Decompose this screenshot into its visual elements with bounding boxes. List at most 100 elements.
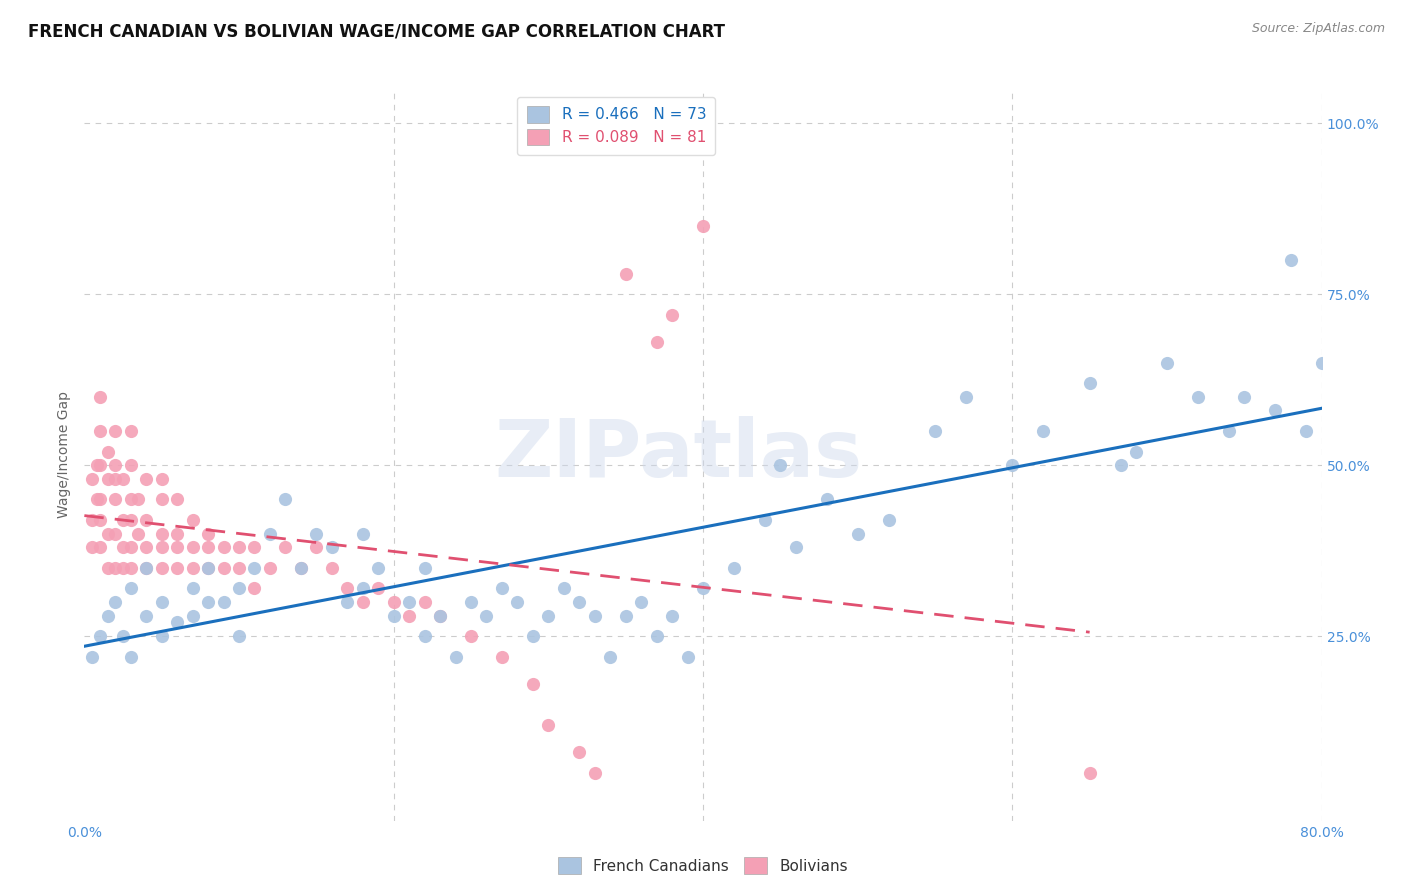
Point xyxy=(1310,356,1333,370)
Point xyxy=(460,629,482,643)
Point xyxy=(197,540,219,554)
Point xyxy=(290,560,312,574)
Point xyxy=(212,560,235,574)
Point xyxy=(89,424,111,438)
Point xyxy=(1032,424,1054,438)
Point xyxy=(475,608,498,623)
Point xyxy=(614,608,637,623)
Point xyxy=(661,608,683,623)
Point xyxy=(382,595,405,609)
Text: FRENCH CANADIAN VS BOLIVIAN WAGE/INCOME GAP CORRELATION CHART: FRENCH CANADIAN VS BOLIVIAN WAGE/INCOME … xyxy=(28,22,725,40)
Point xyxy=(212,595,235,609)
Point xyxy=(120,540,142,554)
Point xyxy=(955,390,977,404)
Point xyxy=(89,492,111,507)
Point xyxy=(128,526,150,541)
Point xyxy=(89,513,111,527)
Point xyxy=(1279,253,1302,268)
Point xyxy=(676,649,699,664)
Point xyxy=(506,595,529,609)
Point xyxy=(568,745,591,759)
Point xyxy=(924,424,946,438)
Point xyxy=(104,526,127,541)
Point xyxy=(128,492,150,507)
Point xyxy=(150,629,173,643)
Point xyxy=(166,615,188,630)
Point xyxy=(228,560,250,574)
Point xyxy=(754,513,776,527)
Point xyxy=(583,765,606,780)
Point xyxy=(181,513,204,527)
Point xyxy=(112,513,135,527)
Point xyxy=(150,492,173,507)
Point xyxy=(614,267,637,281)
Point xyxy=(259,526,281,541)
Point xyxy=(135,560,157,574)
Point xyxy=(89,629,111,643)
Point xyxy=(212,540,235,554)
Point xyxy=(305,540,328,554)
Point xyxy=(89,390,111,404)
Point xyxy=(228,540,250,554)
Point xyxy=(120,492,142,507)
Point xyxy=(1233,390,1256,404)
Point xyxy=(785,540,807,554)
Point xyxy=(336,595,359,609)
Point xyxy=(553,581,575,595)
Point xyxy=(86,458,108,472)
Point xyxy=(181,540,204,554)
Point xyxy=(135,513,157,527)
Point xyxy=(769,458,792,472)
Point xyxy=(382,608,405,623)
Point xyxy=(104,595,127,609)
Point xyxy=(120,458,142,472)
Point xyxy=(723,560,745,574)
Point xyxy=(398,595,420,609)
Point xyxy=(692,581,714,595)
Y-axis label: Wage/Income Gap: Wage/Income Gap xyxy=(58,392,72,518)
Point xyxy=(97,444,120,458)
Point xyxy=(846,526,869,541)
Point xyxy=(104,472,127,486)
Point xyxy=(413,595,436,609)
Point xyxy=(290,560,312,574)
Legend: R = 0.466   N = 73, R = 0.089   N = 81: R = 0.466 N = 73, R = 0.089 N = 81 xyxy=(517,97,716,154)
Point xyxy=(243,560,266,574)
Point xyxy=(112,472,135,486)
Point xyxy=(166,540,188,554)
Point xyxy=(150,526,173,541)
Point xyxy=(1078,765,1101,780)
Point xyxy=(112,540,135,554)
Point xyxy=(321,560,343,574)
Point xyxy=(444,649,467,664)
Point xyxy=(86,492,108,507)
Point xyxy=(150,595,173,609)
Point xyxy=(429,608,451,623)
Point xyxy=(112,560,135,574)
Point xyxy=(135,472,157,486)
Point xyxy=(537,718,560,732)
Point xyxy=(413,560,436,574)
Point xyxy=(522,629,544,643)
Point xyxy=(228,581,250,595)
Point xyxy=(82,540,104,554)
Point xyxy=(367,560,389,574)
Point xyxy=(197,595,219,609)
Point xyxy=(1264,403,1286,417)
Point xyxy=(97,560,120,574)
Text: ZIPatlas: ZIPatlas xyxy=(494,416,862,494)
Point xyxy=(491,649,513,664)
Point xyxy=(274,492,297,507)
Point xyxy=(1001,458,1024,472)
Point xyxy=(877,513,900,527)
Point xyxy=(150,560,173,574)
Point xyxy=(82,513,104,527)
Point xyxy=(166,526,188,541)
Point xyxy=(104,492,127,507)
Point xyxy=(692,219,714,233)
Point xyxy=(197,560,219,574)
Point xyxy=(645,629,668,643)
Point xyxy=(599,649,621,664)
Point xyxy=(97,472,120,486)
Point xyxy=(352,581,374,595)
